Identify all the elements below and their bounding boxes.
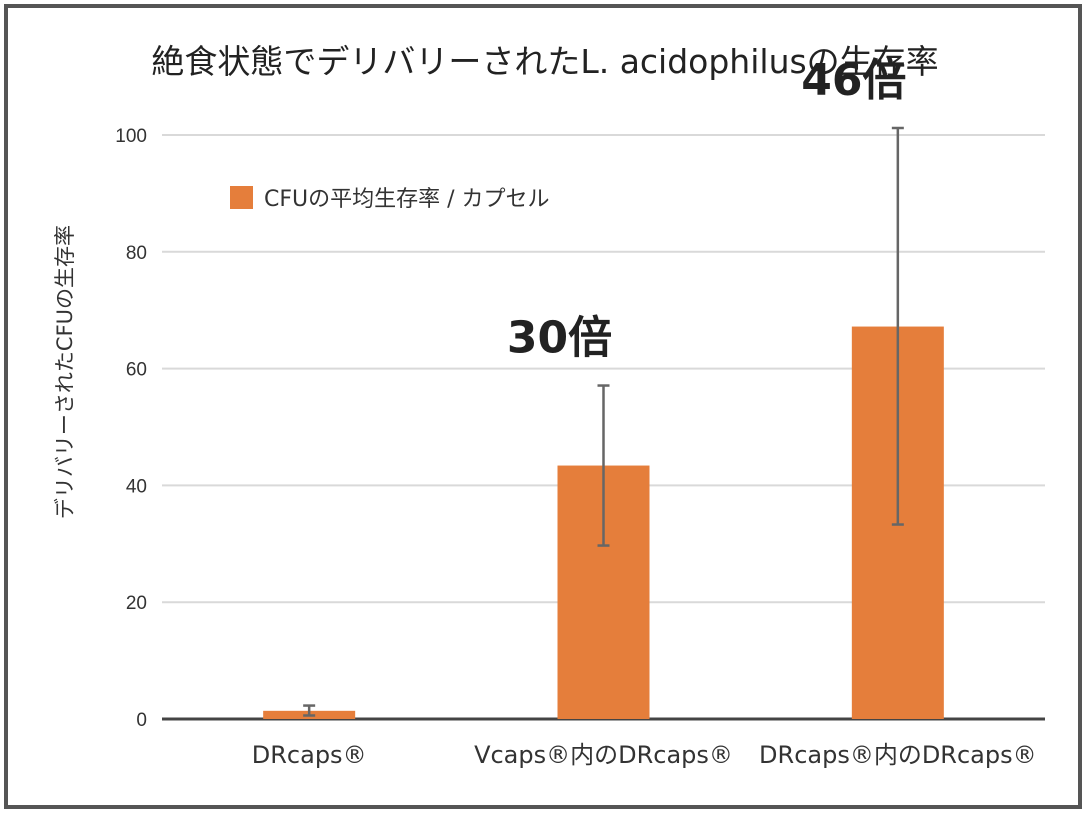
y-tick-label: 0 xyxy=(136,710,147,731)
category-label: Vcaps®内のDRcaps® xyxy=(474,741,733,769)
error-bars xyxy=(303,126,904,717)
error-bar xyxy=(303,704,316,717)
bar-annotation: 46倍 xyxy=(801,55,906,106)
legend-label: CFUの平均生存率 / カプセル xyxy=(264,187,550,212)
category-label: DRcaps®内のDRcaps® xyxy=(759,741,1037,769)
y-tick-label: 100 xyxy=(115,126,147,147)
error-bar xyxy=(891,126,904,526)
x-tick-labels: DRcaps® Vcaps®内のDRcaps® DRcaps®内のDRcaps® xyxy=(252,741,1037,769)
category-label: DRcaps® xyxy=(252,741,367,769)
annotations: 30倍 46倍 xyxy=(507,55,907,364)
bar-annotation: 30倍 xyxy=(507,313,612,364)
y-axis-label: デリバリーされたCFUの生存率 xyxy=(53,225,77,519)
error-bar xyxy=(597,384,610,547)
y-tick-label: 80 xyxy=(126,243,147,264)
y-tick-labels: 0 20 40 60 80 100 xyxy=(115,126,147,731)
legend-swatch xyxy=(230,186,253,209)
y-tick-label: 40 xyxy=(126,476,147,497)
y-tick-label: 20 xyxy=(126,593,147,614)
chart-title: 絶食状態でデリバリーされたL. acidophilusの生存率 xyxy=(151,42,938,81)
y-tick-label: 60 xyxy=(126,360,147,381)
